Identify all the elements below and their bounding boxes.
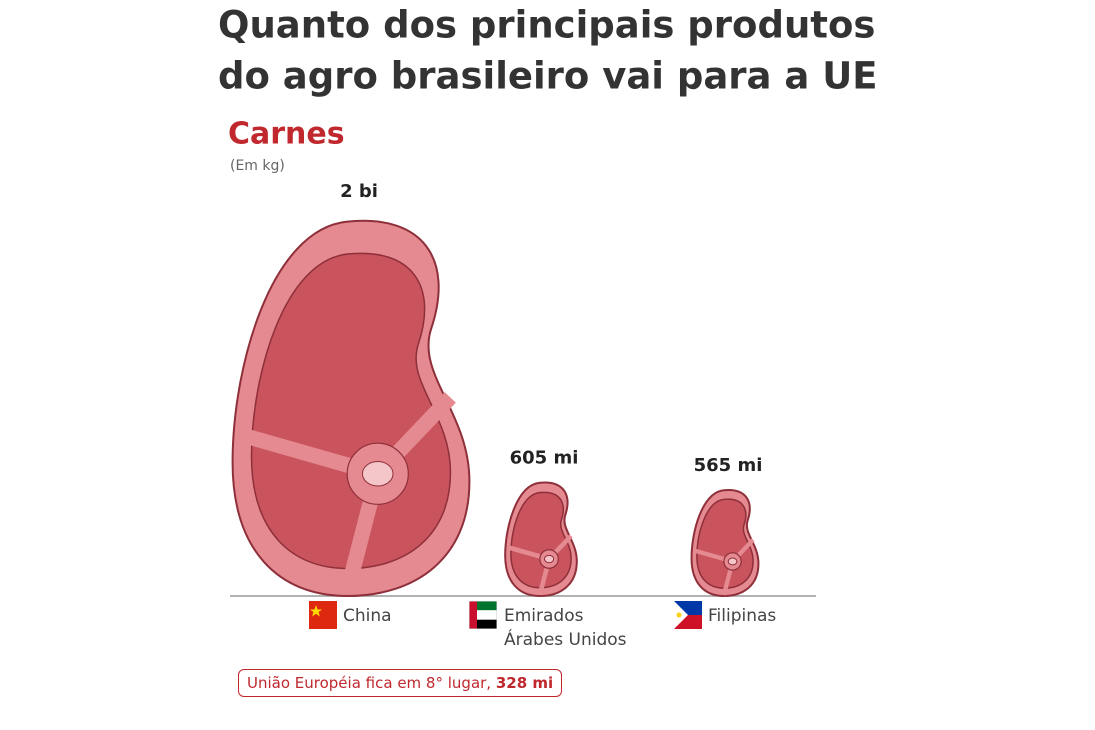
- annotation: União Européia fica em 8° lugar, 328 mi: [238, 669, 563, 697]
- subtitle: Carnes: [228, 117, 345, 152]
- meat-marrow: [728, 558, 737, 565]
- value-label: 2 bi: [340, 181, 378, 202]
- value-label: 565 mi: [694, 455, 763, 476]
- annotation-value: 328 mi: [495, 674, 554, 692]
- meat-icon: [233, 221, 470, 596]
- meat-marrow: [544, 555, 553, 562]
- category-label: China: [343, 606, 392, 626]
- unit-label: (Em kg): [230, 158, 285, 174]
- meat-icon: [692, 490, 759, 596]
- value-label: 605 mi: [510, 447, 579, 468]
- category-label: Emirados Árabes Unidos: [504, 606, 627, 650]
- meat-icon: [505, 483, 577, 596]
- flag-china: [309, 601, 337, 629]
- title-line: Quanto dos principais produtos: [218, 4, 875, 47]
- flag-uae: [469, 601, 497, 629]
- category-label: Filipinas: [708, 606, 777, 626]
- annotation-text: União Européia fica em 8° lugar,: [247, 674, 492, 692]
- title-line: do agro brasileiro vai para a UE: [218, 55, 878, 98]
- meat-marrow: [362, 462, 393, 486]
- flag-philippines: [674, 601, 702, 629]
